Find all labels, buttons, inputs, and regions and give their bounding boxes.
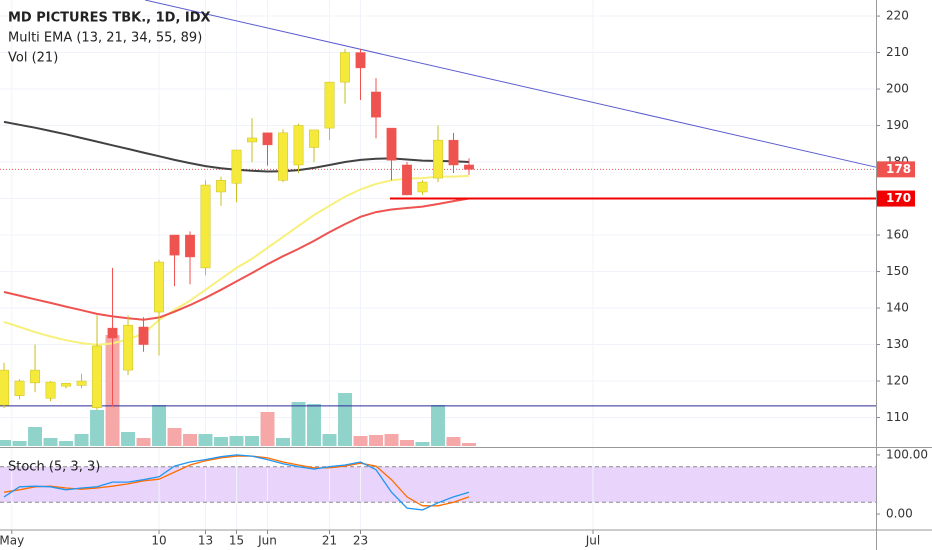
chart-title: MD PICTURES TBK., 1D, IDX: [8, 11, 211, 26]
stoch-band: [0, 466, 876, 503]
volume-bar: [384, 434, 399, 446]
candle-body: [417, 181, 428, 193]
candle-body: [138, 326, 149, 345]
volume-bar: [276, 438, 290, 446]
volume-bar: [0, 440, 12, 446]
y-tick-label: 100.00: [886, 447, 928, 461]
ema-line: [3, 197, 470, 321]
x-tick-label: Jul: [585, 534, 600, 548]
volume-bar: [74, 434, 89, 446]
volume-bar: [183, 434, 197, 446]
last-price-box: [877, 161, 915, 178]
candle-body: [293, 125, 304, 166]
volume-bar: [214, 437, 228, 446]
candle-body: [185, 234, 195, 258]
candle-body: [231, 149, 242, 184]
volume-bar: [90, 410, 104, 446]
candle-body: [247, 137, 257, 143]
y-tick-label: 160: [886, 228, 909, 242]
candle-body: [0, 369, 9, 406]
volume-bar: [462, 443, 476, 446]
volume-bar: [369, 435, 383, 446]
volume-bar: [415, 442, 430, 446]
volume-bar: [353, 436, 368, 446]
candle-body: [309, 129, 319, 148]
y-tick-label: 110: [886, 410, 909, 424]
y-tick-label: 190: [886, 118, 909, 132]
indicator-label: Vol (21): [8, 51, 58, 66]
trendline: [144, 0, 877, 168]
volume-bar: [152, 405, 166, 446]
candle-body: [169, 234, 180, 256]
volume-bar: [167, 428, 182, 446]
candle-body: [371, 91, 381, 118]
volume-bar: [12, 441, 27, 446]
volume-bar: [28, 427, 43, 446]
volume-bar: [136, 438, 151, 446]
y-tick-label: 140: [886, 301, 909, 315]
support-box: [877, 190, 915, 207]
x-tick-label: Jun: [257, 534, 277, 548]
candle-body: [216, 180, 226, 193]
candle-body: [262, 132, 273, 146]
y-tick-label: 150: [886, 264, 909, 278]
y-tick-label: 210: [886, 45, 909, 59]
candle-body: [76, 380, 87, 386]
candle-body: [45, 381, 56, 399]
volume-bar: [338, 393, 352, 446]
y-tick-label: 200: [886, 82, 909, 96]
x-tick-label: 15: [229, 534, 244, 548]
candle-body: [14, 380, 25, 396]
candle-body: [340, 52, 350, 83]
volume-bar: [291, 402, 306, 446]
candle-body: [123, 324, 133, 371]
volume-bar: [43, 438, 58, 446]
x-tick-label: 10: [151, 534, 166, 548]
candle-body: [278, 132, 288, 181]
y-tick-label: 120: [886, 374, 909, 388]
candle-body: [107, 327, 118, 339]
support-label: 170: [886, 191, 911, 205]
volume-bar: [229, 436, 244, 446]
candle-body: [355, 52, 366, 69]
volume-bar: [446, 437, 461, 446]
candle-body: [324, 81, 335, 129]
volume-bar: [245, 436, 259, 446]
volume-bar: [59, 441, 73, 446]
indicator-label: Multi EMA (13, 21, 34, 55, 89): [8, 31, 202, 46]
ema-line: [3, 174, 470, 346]
stoch-title: Stoch (5, 3, 3): [8, 460, 100, 475]
volume-bar: [322, 434, 337, 446]
candle-body: [464, 164, 474, 170]
x-tick-label: 13: [198, 534, 213, 548]
y-tick-label: 220: [886, 9, 909, 23]
y-tick-label: 130: [886, 337, 909, 351]
x-tick-label: May: [0, 534, 24, 548]
stoch-k: [3, 454, 470, 511]
volume-bar: [121, 432, 135, 446]
candle-body: [402, 164, 412, 196]
y-tick-label: 0.00: [886, 507, 913, 521]
candle-body: [433, 139, 443, 179]
volume-bar: [400, 440, 414, 446]
candle-body: [448, 139, 459, 166]
candle-body: [30, 369, 40, 384]
candle-body: [154, 261, 164, 313]
x-tick-label: 21: [322, 534, 337, 548]
candle-body: [92, 345, 102, 408]
last-price-label: 178: [886, 162, 911, 176]
x-tick-label: 23: [353, 534, 368, 548]
stoch-d: [3, 455, 470, 507]
volume-bar: [431, 405, 445, 446]
candle-body: [61, 382, 71, 387]
volume-bar: [260, 412, 275, 446]
volume-bar: [307, 404, 321, 446]
candle-body: [200, 184, 211, 269]
volume-bar: [198, 434, 213, 446]
candle-body: [386, 127, 397, 161]
